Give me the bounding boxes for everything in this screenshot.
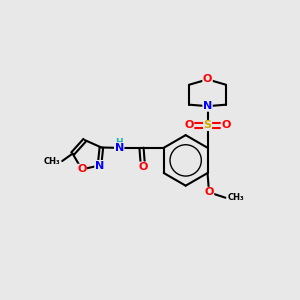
Text: CH₃: CH₃ (228, 193, 244, 202)
Text: N: N (115, 143, 124, 153)
Text: O: O (77, 164, 86, 174)
Text: O: O (203, 74, 212, 84)
Text: O: O (138, 162, 148, 172)
Text: O: O (221, 121, 231, 130)
Text: O: O (184, 121, 194, 130)
Text: O: O (204, 188, 214, 197)
Text: S: S (203, 121, 211, 130)
Text: CH₃: CH₃ (44, 157, 61, 166)
Text: N: N (95, 160, 104, 170)
Text: N: N (203, 101, 212, 111)
Text: H: H (116, 138, 123, 147)
